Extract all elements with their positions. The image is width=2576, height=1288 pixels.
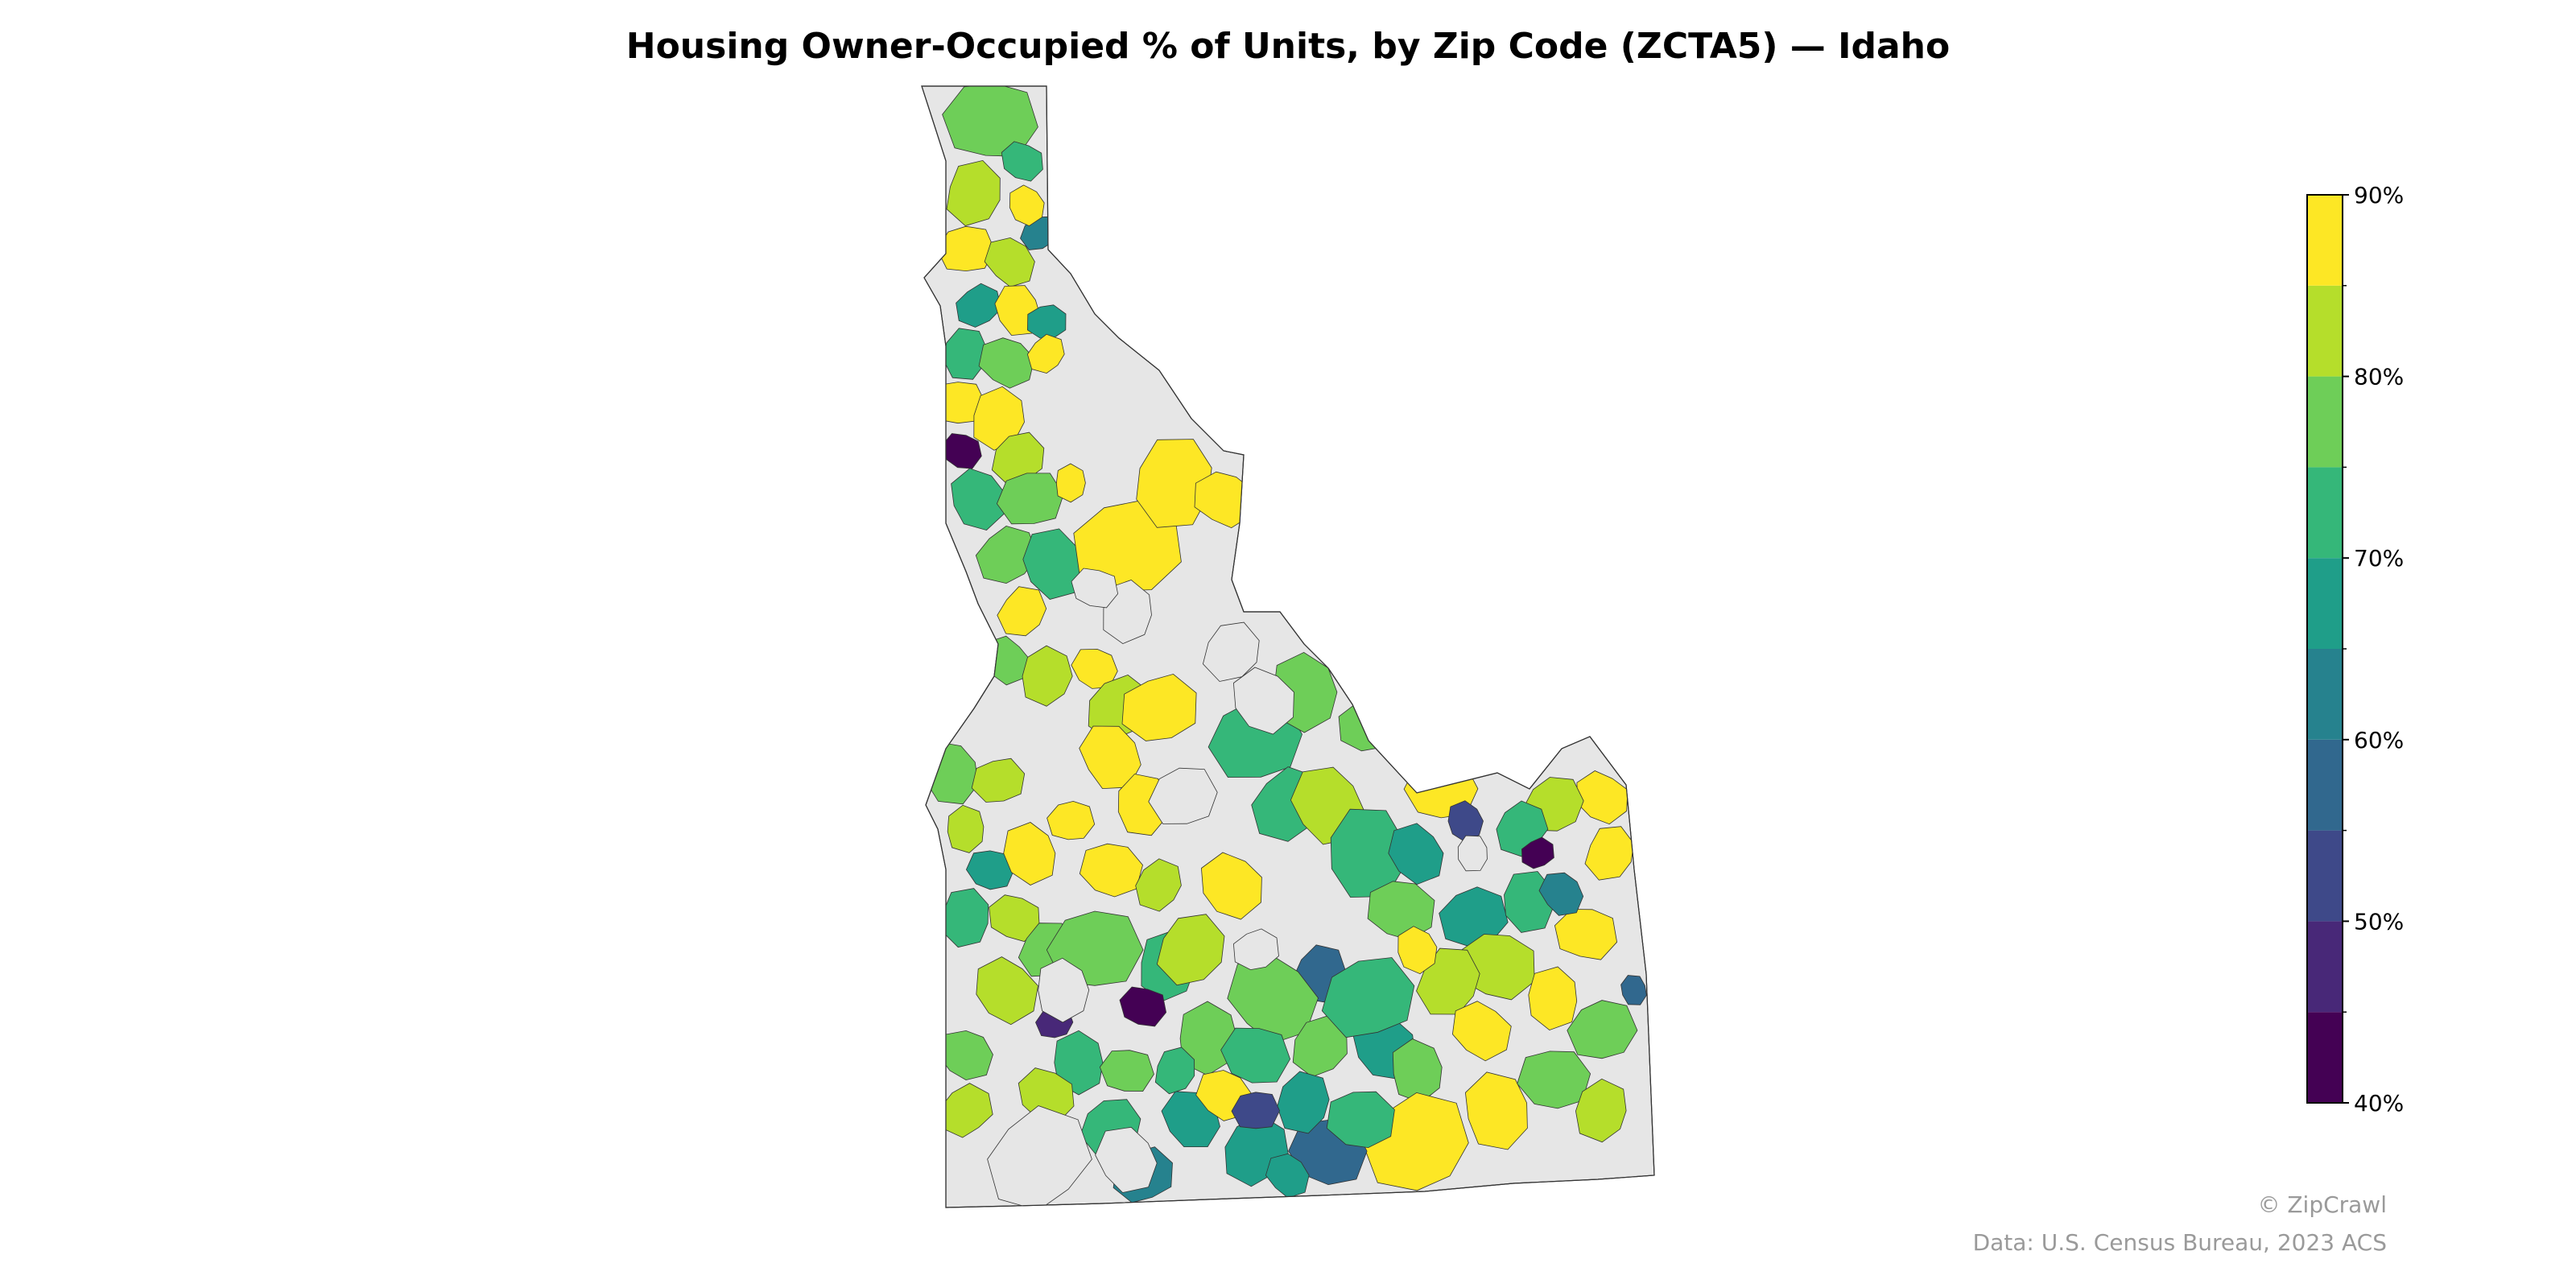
zcta-region	[1575, 1078, 1627, 1143]
zcta-region	[946, 159, 1001, 226]
map-title: Housing Owner-Occupied % of Units, by Zi…	[625, 26, 1951, 67]
zcta-region	[1003, 822, 1056, 886]
zcta-region	[1538, 872, 1584, 916]
zcta-region-no-data	[1095, 1126, 1158, 1193]
colorbar-bin-85-90	[2307, 195, 2343, 286]
zcta-region-no-data	[1232, 928, 1279, 971]
zcta-region	[1265, 1153, 1310, 1199]
zcta-regions	[922, 86, 1647, 1208]
zcta-region	[971, 758, 1026, 803]
zcta-region	[1026, 333, 1065, 374]
zcta-region	[1046, 800, 1096, 840]
zcta-region	[1517, 1051, 1591, 1109]
zcta-region	[1099, 1050, 1154, 1092]
zcta-region-no-data	[987, 1105, 1092, 1208]
colorbar-ticks: 40% 50% 60% 70% 80% 90%	[2343, 185, 2404, 1117]
zcta-region	[976, 956, 1038, 1026]
zcta-region	[1397, 926, 1438, 975]
zcta-region	[1277, 1071, 1330, 1134]
zcta-region	[956, 283, 1002, 328]
zcta-region	[1135, 858, 1182, 912]
zcta-region	[1521, 836, 1554, 869]
colorbar-bin-65-70	[2307, 558, 2343, 649]
colorbar-tick-label: 60%	[2354, 727, 2404, 753]
colorbar-tick-label: 80%	[2354, 364, 2404, 390]
zcta-region	[1231, 1092, 1281, 1129]
zcta-region	[1200, 852, 1262, 920]
zcta-region	[1022, 645, 1073, 707]
zcta-region	[1554, 909, 1618, 960]
zcta-region	[942, 888, 989, 948]
zcta-region	[1451, 1001, 1512, 1062]
idaho-choropleth-map	[921, 85, 1655, 1208]
zcta-region	[984, 237, 1035, 287]
colorbar-bin-45-50	[2307, 921, 2343, 1013]
colorbar-bin-75-80	[2307, 376, 2343, 468]
zcta-region	[1220, 1027, 1291, 1084]
zcta-region	[1464, 1071, 1528, 1150]
zcta-region	[989, 894, 1040, 943]
zcta-region-no-data	[1148, 767, 1218, 824]
zcta-region	[996, 473, 1064, 525]
zcta-region	[997, 586, 1047, 637]
colorbar-tick-label: 90%	[2354, 185, 2404, 208]
zcta-region	[1528, 966, 1578, 1031]
zcta-region	[1179, 1001, 1238, 1076]
zcta-region-no-data	[1202, 621, 1260, 682]
zcta-region	[1584, 826, 1634, 881]
data-source-credit: Data: U.S. Census Bureau, 2023 ACS	[1972, 1229, 2387, 1256]
zcta-region	[1009, 184, 1045, 227]
zcta-region	[943, 328, 988, 380]
colorbar-bins	[2307, 195, 2343, 1103]
colorbar-tick-label: 50%	[2354, 908, 2404, 935]
colorbar-tick-label: 40%	[2354, 1090, 2404, 1117]
watermark-credit: © ZipCrawl	[2257, 1191, 2387, 1218]
zcta-region	[1079, 843, 1143, 898]
colorbar-legend: 40% 50% 60% 70% 80% 90%	[2306, 185, 2404, 1117]
zcta-region	[1055, 463, 1086, 503]
zcta-region	[1620, 975, 1647, 1005]
colorbar-bin-40-45	[2307, 1012, 2343, 1103]
zcta-region-no-data	[1071, 568, 1119, 609]
state-background-no-data	[921, 85, 1655, 1208]
zcta-region-no-data	[1457, 835, 1488, 872]
zcta-region	[975, 525, 1038, 584]
zcta-region	[951, 468, 1005, 531]
zcta-region	[1321, 957, 1415, 1038]
colorbar-tick-label: 70%	[2354, 545, 2404, 572]
state-outline	[921, 85, 1655, 1208]
zcta-region	[1154, 1046, 1195, 1095]
zcta-region	[1121, 673, 1197, 741]
zcta-region	[1156, 914, 1225, 986]
zcta-region	[1022, 528, 1085, 600]
zcta-region	[1388, 823, 1444, 886]
colorbar-bin-60-65	[2307, 649, 2343, 740]
colorbar-bin-50-55	[2307, 830, 2343, 922]
colorbar-bin-70-75	[2307, 467, 2343, 559]
zcta-region	[1447, 800, 1484, 843]
zcta-region	[1576, 770, 1629, 825]
zcta-region	[1054, 1030, 1104, 1096]
zcta-region	[1001, 141, 1043, 182]
zcta-region	[1326, 1091, 1395, 1149]
zcta-region	[1136, 439, 1212, 528]
zcta-region	[1119, 986, 1167, 1027]
colorbar-bin-55-60	[2307, 739, 2343, 831]
zcta-region	[947, 804, 985, 853]
zcta-region-no-data	[1232, 667, 1294, 735]
zcta-region	[1079, 725, 1141, 790]
zcta-region-no-data	[1038, 957, 1090, 1023]
colorbar-bin-80-85	[2307, 285, 2343, 377]
zcta-region	[1567, 1000, 1638, 1059]
